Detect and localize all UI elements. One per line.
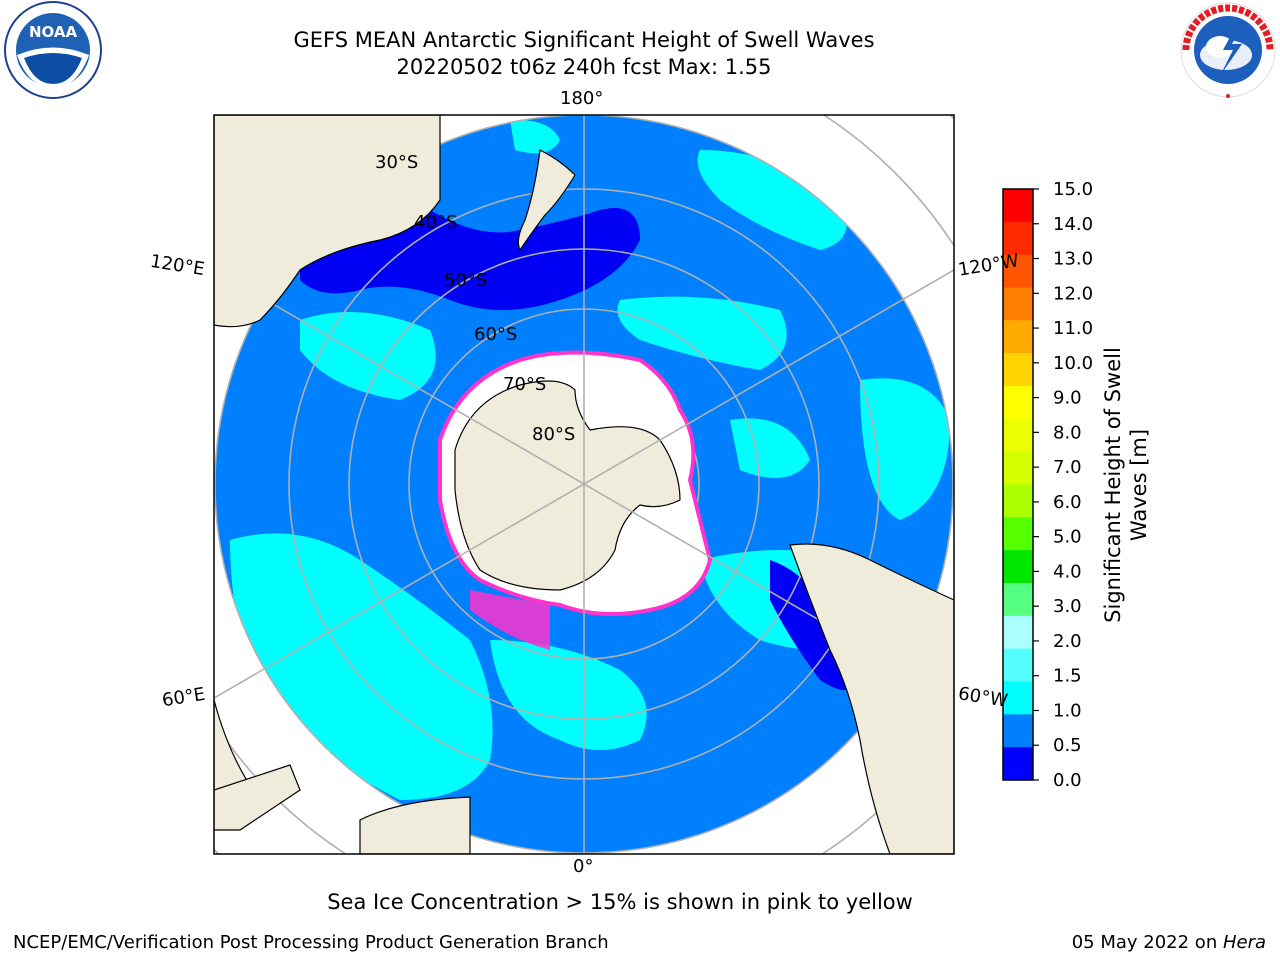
colorbar-tick-label: 7.0 <box>1053 457 1082 478</box>
sea-ice-note: Sea Ice Concentration > 15% is shown in … <box>327 890 913 914</box>
colorbar-tick-label: 13.0 <box>1053 249 1093 270</box>
colorbar-frame <box>1002 188 1034 781</box>
lat-label-60s: 60°S <box>474 324 518 345</box>
colorbar-tick-label: 1.0 <box>1053 700 1082 721</box>
credit-text: NCEP/EMC/Verification Post Processing Pr… <box>13 932 609 953</box>
lat-label-70s: 70°S <box>503 374 547 395</box>
credit-date: 05 May 2022 on Hera <box>1072 932 1266 953</box>
colorbar-swatch <box>1003 747 1033 781</box>
colorbar-swatch <box>1003 287 1033 321</box>
colorbar-swatch <box>1003 550 1033 584</box>
noaa-logo-text: NOAA <box>29 23 78 41</box>
lat-label-30s: 30°S <box>375 152 419 173</box>
chart-title: GEFS MEAN Antarctic Significant Height o… <box>293 28 875 52</box>
nws-logo <box>1180 2 1276 98</box>
colorbar-tick-label: 11.0 <box>1053 318 1093 339</box>
colorbar-tick-label: 12.0 <box>1053 283 1093 304</box>
colorbar-swatch <box>1003 189 1033 223</box>
colorbar-tick-label: 1.5 <box>1053 666 1082 687</box>
colorbar-swatch <box>1003 517 1033 551</box>
lon-label-0: 0° <box>573 856 594 877</box>
colorbar-swatch <box>1003 254 1033 288</box>
colorbar-tick-label: 8.0 <box>1053 422 1082 443</box>
colorbar: 15.0 14.0 13.0 12.0 11.0 10.0 9.0 8.0 7.0 6.0 5.0 4… <box>1002 179 1093 791</box>
colorbar-tick-label: 14.0 <box>1053 214 1093 235</box>
colorbar-swatch <box>1003 648 1033 682</box>
lat-label-80s: 80°S <box>532 424 576 445</box>
south-america-land <box>789 543 954 854</box>
colorbar-tick-label: 0.0 <box>1053 770 1082 791</box>
colorbar-swatch <box>1003 418 1033 453</box>
colorbar-tick-label: 4.0 <box>1053 561 1082 582</box>
colorbar-tick-label: 0.5 <box>1053 735 1082 756</box>
antarctica <box>438 350 713 650</box>
australia-land <box>214 115 441 328</box>
continents <box>214 115 954 854</box>
colorbar-swatch <box>1003 681 1033 715</box>
colorbar-swatch <box>1003 451 1033 485</box>
colorbar-swatch <box>1003 484 1033 518</box>
colorbar-swatch <box>1003 583 1033 617</box>
colorbar-swatch <box>1003 386 1033 420</box>
colorbar-swatch <box>1003 615 1033 650</box>
colorbar-tick-label: 10.0 <box>1053 353 1093 374</box>
lat-label-50s: 50°S <box>444 270 488 291</box>
chart-subtitle: 20220502 t06z 240h fcst Max: 1.55 <box>396 55 772 79</box>
colorbar-tick-label: 5.0 <box>1053 527 1082 548</box>
colorbar-title: Significant Height of Swell Waves [m] <box>1101 347 1151 623</box>
credit-host: Hera <box>1222 932 1266 953</box>
africa-land-south <box>359 796 471 854</box>
lon-label-180: 180° <box>560 88 604 109</box>
colorbar-tick-label: 15.0 <box>1053 179 1093 200</box>
colorbar-tick-label: 3.0 <box>1053 596 1082 617</box>
colorbar-tick-label: 9.0 <box>1053 388 1082 409</box>
colorbar-tick-label: 6.0 <box>1053 492 1082 513</box>
colorbar-swatch <box>1003 320 1033 354</box>
lat-label-40s: 40°S <box>414 212 458 233</box>
colorbar-tick-label: 2.0 <box>1053 631 1082 652</box>
colorbar-swatch <box>1003 353 1033 387</box>
colorbar-swatch <box>1003 714 1033 748</box>
credit-date-text: 05 May 2022 on <box>1071 932 1223 953</box>
new-zealand-land <box>517 149 576 252</box>
madagascar-land <box>214 764 301 831</box>
map-frame <box>213 114 955 855</box>
colorbar-swatch <box>1003 221 1033 256</box>
noaa-logo: NOAA <box>4 1 102 99</box>
